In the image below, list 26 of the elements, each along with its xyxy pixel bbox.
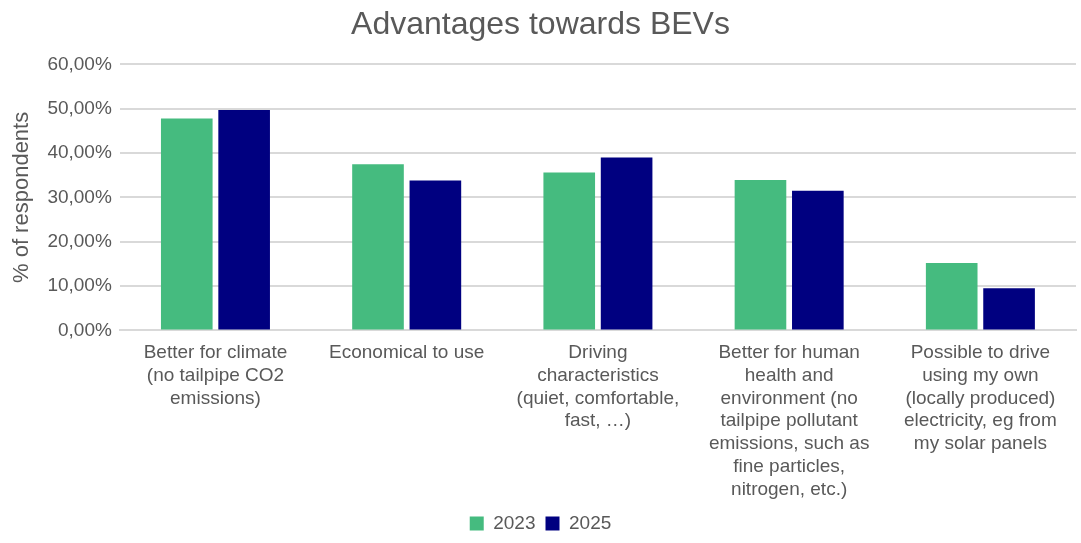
bar xyxy=(543,172,596,330)
y-tick-label: 30,00% xyxy=(47,185,112,207)
bar xyxy=(792,190,844,330)
bar xyxy=(409,180,462,330)
legend-label: 2023 xyxy=(493,511,536,533)
y-axis-title: % of respondents xyxy=(8,111,34,284)
x-tick-label: Economical to use xyxy=(329,341,485,363)
y-tick-label: 50,00% xyxy=(47,96,112,118)
x-tick-label: Better for human health and environment (no tailpipe pollutant emissions, such as fine particles, nitrogen, etc.) xyxy=(708,341,870,499)
x-tick-label: Driving characteristics (quiet, comfortable, fast, …) xyxy=(516,341,680,431)
bar xyxy=(160,118,213,330)
y-tick-label: 0,00% xyxy=(57,318,112,340)
bar xyxy=(218,110,270,330)
y-tick-label: 40,00% xyxy=(47,141,112,163)
y-tick-label: 60,00% xyxy=(47,52,112,74)
bar xyxy=(352,164,404,330)
y-tick-label: 20,00% xyxy=(47,229,112,251)
bar xyxy=(983,288,1035,330)
legend-label: 2025 xyxy=(569,511,612,533)
bar xyxy=(734,180,787,330)
chart-title: Advantages towards BEVs xyxy=(351,5,730,42)
x-tick-label: Possible to drive using my own (locally produced) electricity, eg from my solar panels xyxy=(904,341,1057,454)
x-tick-label: Better for climate (no tailpipe CO2 emissions) xyxy=(143,341,288,408)
bar xyxy=(925,263,978,330)
y-tick-label: 10,00% xyxy=(47,274,112,296)
bar xyxy=(600,157,653,330)
